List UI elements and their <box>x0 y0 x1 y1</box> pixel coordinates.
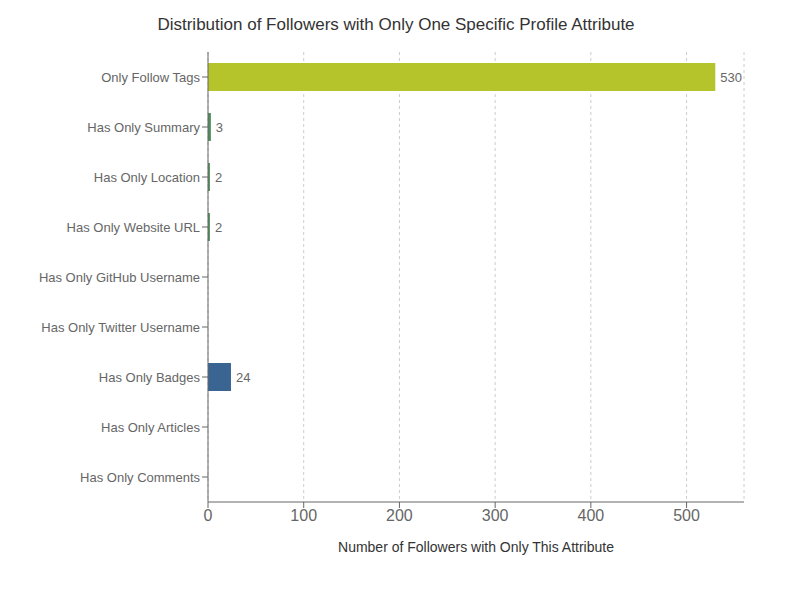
svg-text:Has Only GitHub Username: Has Only GitHub Username <box>39 270 200 285</box>
svg-text:Has Only Website URL: Has Only Website URL <box>67 220 200 235</box>
svg-text:200: 200 <box>386 507 413 524</box>
svg-text:Has Only Articles: Has Only Articles <box>101 420 200 435</box>
svg-text:100: 100 <box>290 507 317 524</box>
svg-text:Number of Followers with Only: Number of Followers with Only This Attri… <box>338 539 614 555</box>
svg-text:Has Only Badges: Has Only Badges <box>99 370 201 385</box>
svg-text:Has Only Location: Has Only Location <box>94 170 200 185</box>
svg-text:3: 3 <box>216 120 223 135</box>
svg-text:0: 0 <box>204 507 213 524</box>
svg-text:Has Only Summary: Has Only Summary <box>87 120 200 135</box>
svg-text:530: 530 <box>720 70 742 85</box>
svg-text:500: 500 <box>673 507 700 524</box>
html-text:Distribution of Followers with: Distribution of Followers with Only One … <box>157 15 635 34</box>
svg-text:Only Follow Tags: Only Follow Tags <box>101 70 200 85</box>
svg-text:Has Only Comments: Has Only Comments <box>80 470 200 485</box>
svg-text:Has Only Twitter Username: Has Only Twitter Username <box>41 320 200 335</box>
svg-text:400: 400 <box>578 507 605 524</box>
svg-text:2: 2 <box>215 170 222 185</box>
svg-text:24: 24 <box>236 370 250 385</box>
svg-text:300: 300 <box>482 507 509 524</box>
svg-text:2: 2 <box>215 220 222 235</box>
